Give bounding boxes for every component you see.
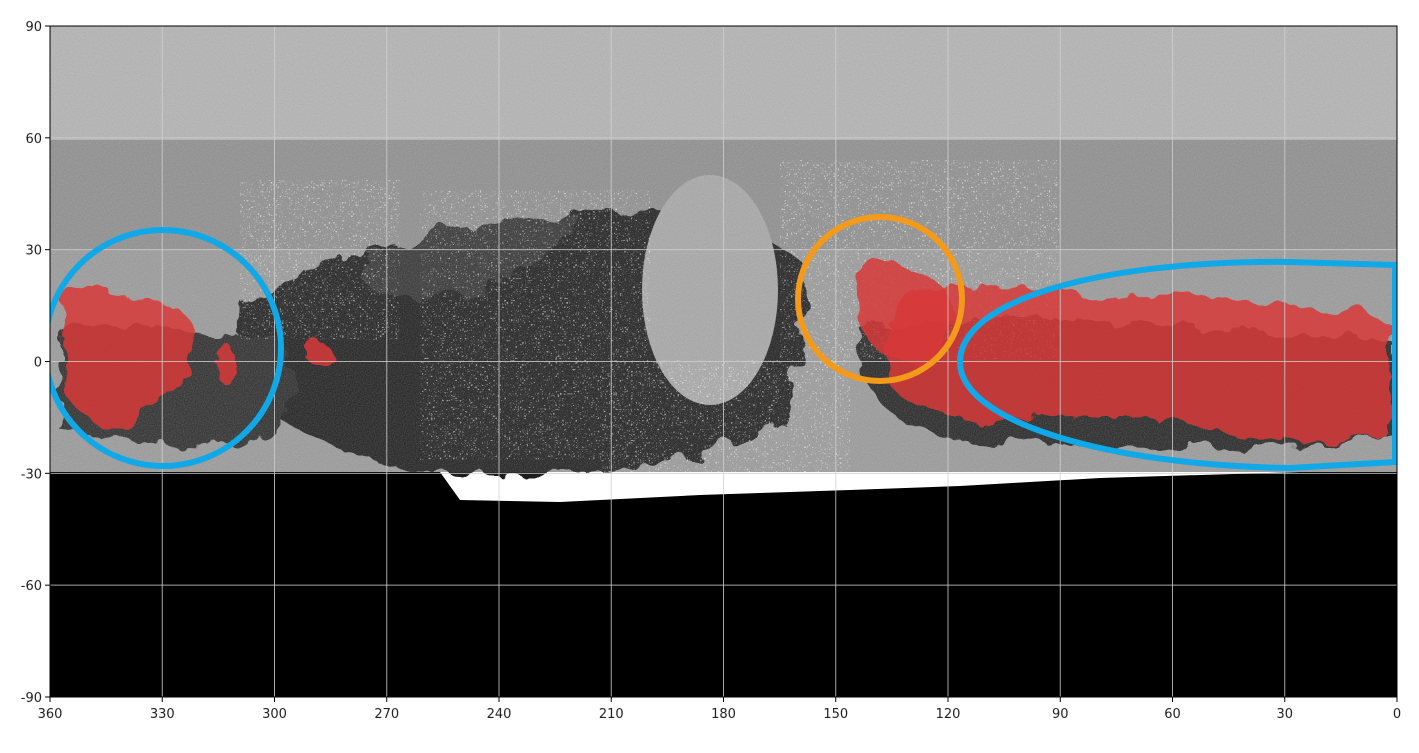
x-tick-label: 330 <box>150 707 175 722</box>
x-tick-label: 270 <box>374 707 399 722</box>
red-overlay-east <box>886 286 1390 442</box>
x-tick-label: 30 <box>1276 707 1293 722</box>
annotation-circle-west <box>50 227 284 469</box>
gridlines <box>50 26 1397 697</box>
x-tick-label: 240 <box>487 707 512 722</box>
annotation-circle-center <box>795 214 965 384</box>
x-tick-label: 0 <box>1393 707 1401 722</box>
x-tick-label: 210 <box>599 707 624 722</box>
y-tick-label: -60 <box>21 579 42 594</box>
annotation-ellipse-east <box>956 258 1397 472</box>
x-tick-label: 60 <box>1164 707 1181 722</box>
longitude-axis: 360 330 300 270 240 210 180 150 120 90 60 30 0 <box>38 697 1401 722</box>
x-tick-label: 300 <box>262 707 287 722</box>
x-tick-label: 360 <box>38 707 63 722</box>
x-tick-label: 120 <box>936 707 961 722</box>
x-tick-label: 150 <box>823 707 848 722</box>
y-tick-label: -30 <box>21 467 42 482</box>
plot-area <box>50 26 1397 697</box>
red-overlay-spot <box>300 339 331 360</box>
y-tick-label: 90 <box>25 20 42 35</box>
red-overlay-streak <box>216 340 239 391</box>
red-overlays <box>64 264 1390 442</box>
y-tick-label: 30 <box>25 244 42 259</box>
y-tick-label: 60 <box>25 132 42 147</box>
x-tick-label: 180 <box>711 707 736 722</box>
latitude-axis: 90 60 30 0 -30 -60 -90 <box>21 20 50 706</box>
y-tick-label: -90 <box>21 691 42 706</box>
x-tick-label: 90 <box>1052 707 1069 722</box>
y-tick-label: 0 <box>34 356 42 371</box>
